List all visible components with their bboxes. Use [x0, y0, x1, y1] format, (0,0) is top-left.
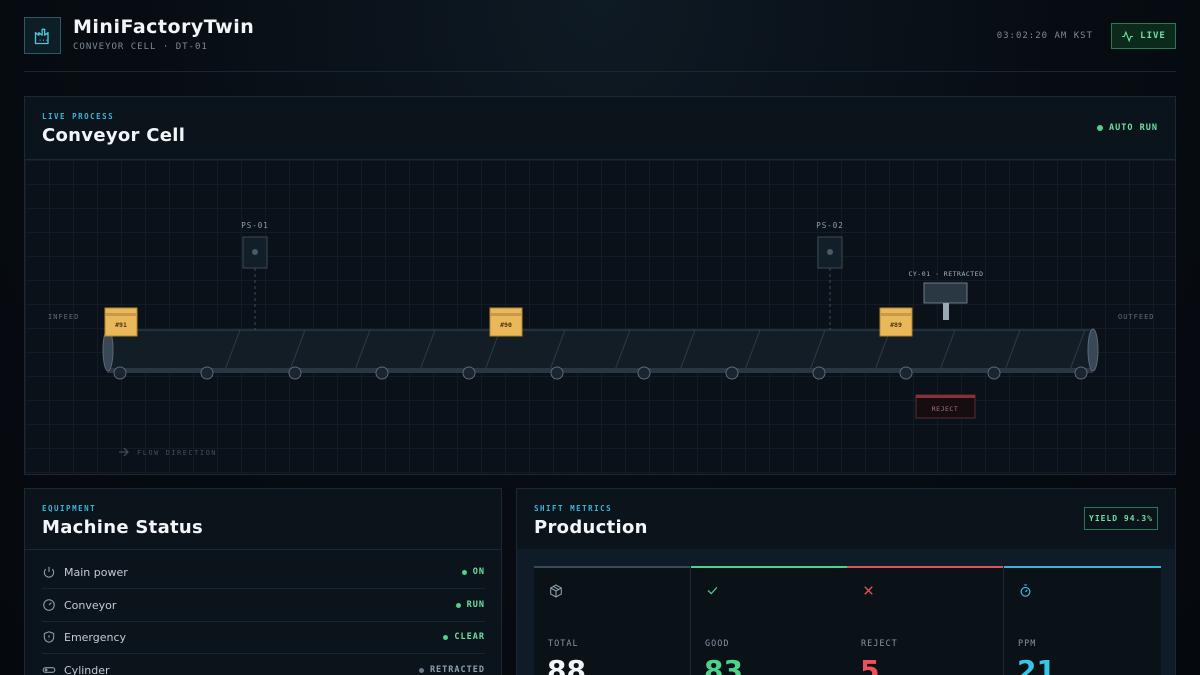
status-value: ON	[461, 567, 485, 577]
activity-icon	[1122, 30, 1134, 42]
machine-eyebrow: EQUIPMENT	[42, 504, 97, 513]
infeed-label: INFEED	[48, 313, 79, 321]
run-state-label: AUTO RUN	[1109, 123, 1158, 133]
factory-logo-icon	[24, 17, 61, 54]
production-eyebrow: SHIFT METRICS	[534, 504, 613, 513]
machine-status-panel: EQUIPMENT Machine Status Main power ON C…	[24, 488, 502, 675]
conveyor-stage: INFEED OUTFEED PS-01 PS-02 CY-01 · RETRA…	[25, 160, 1175, 474]
status-label: Emergency	[64, 630, 127, 644]
box-icon	[550, 584, 562, 598]
status-label: Conveyor	[64, 598, 117, 612]
sensor-ps-02[interactable]: PS-02	[816, 221, 844, 343]
metric-value: 21	[1017, 654, 1056, 675]
metric-label: GOOD	[705, 639, 730, 649]
metric-value: 83	[704, 654, 743, 675]
status-row-emergency: Emergency CLEAR	[42, 621, 485, 654]
metric-card-good: GOOD 83	[691, 566, 848, 675]
sensor-ps-01[interactable]: PS-01	[241, 221, 269, 343]
metric-label: TOTAL	[548, 639, 579, 649]
shield-icon	[43, 631, 55, 643]
reject-bin: REJECT	[915, 394, 976, 419]
flow-label: FLOW DIRECTION	[137, 449, 217, 457]
part-id: #89	[890, 321, 902, 329]
cylinder-label: CY-01 · RETRACTED	[908, 270, 983, 278]
part-id: #90	[500, 321, 512, 329]
machine-title: Machine Status	[42, 517, 204, 538]
metric-card-total: TOTAL 88	[534, 566, 691, 675]
flow-direction: FLOW DIRECTION	[119, 447, 217, 457]
outfeed-label: OUTFEED	[1118, 313, 1155, 321]
metric-label: REJECT	[861, 639, 898, 649]
live-label: LIVE	[1140, 31, 1166, 41]
check-icon	[707, 586, 718, 595]
reject-bin-label: REJECT	[932, 405, 958, 413]
app-title: MiniFactoryTwin	[73, 16, 255, 38]
power-icon	[43, 566, 55, 578]
sensor-label: PS-01	[241, 221, 269, 230]
arrow-right-icon	[119, 447, 129, 457]
metric-card-reject: REJECT 5	[847, 566, 1004, 675]
clock: 03:02:20 AM KST	[996, 31, 1093, 41]
sensor-label: PS-02	[816, 221, 844, 230]
cylinder-cy-01[interactable]: CY-01 · RETRACTED	[908, 270, 983, 320]
cylinder-icon	[42, 667, 56, 673]
metric-value: 88	[547, 654, 586, 675]
app-subtitle: CONVEYOR CELL · DT-01	[73, 42, 208, 52]
status-value: RUN	[455, 600, 485, 610]
status-label: Cylinder	[64, 663, 110, 675]
status-row-cylinder: Cylinder RETRACTED	[42, 654, 485, 675]
production-panel: SHIFT METRICS Production YIELD 94.3% TOT…	[516, 488, 1176, 675]
metric-value: 5	[860, 654, 880, 675]
status-label: Main power	[64, 565, 128, 579]
gauge-icon	[43, 599, 55, 611]
metric-label: PPM	[1018, 639, 1037, 649]
timer-icon	[1020, 584, 1031, 597]
x-icon	[864, 586, 873, 595]
part-box[interactable]: #89	[879, 307, 913, 337]
live-button[interactable]: LIVE	[1111, 23, 1176, 49]
part-box[interactable]: #91	[104, 307, 138, 337]
app-header: MiniFactoryTwin CONVEYOR CELL · DT-01 03…	[24, 16, 1176, 72]
yield-badge: YIELD 94.3%	[1084, 507, 1158, 530]
production-title: Production	[534, 517, 648, 538]
conveyor-belt	[102, 328, 1099, 380]
conveyor-eyebrow: LIVE PROCESS	[42, 112, 115, 121]
status-value: CLEAR	[443, 632, 485, 642]
metric-card-ppm: PPM 21	[1004, 566, 1161, 675]
status-row-main-power: Main power ON	[42, 556, 485, 589]
status-value: RETRACTED	[418, 665, 485, 675]
run-state-dot	[1097, 125, 1104, 131]
part-id: #91	[115, 321, 127, 329]
conveyor-title: Conveyor Cell	[42, 125, 186, 146]
status-row-conveyor: Conveyor RUN	[42, 589, 485, 622]
run-state-badge: AUTO RUN	[1097, 123, 1158, 133]
conveyor-panel: LIVE PROCESS Conveyor Cell AUTO RUN INFE…	[24, 96, 1176, 475]
part-box[interactable]: #90	[489, 307, 523, 337]
